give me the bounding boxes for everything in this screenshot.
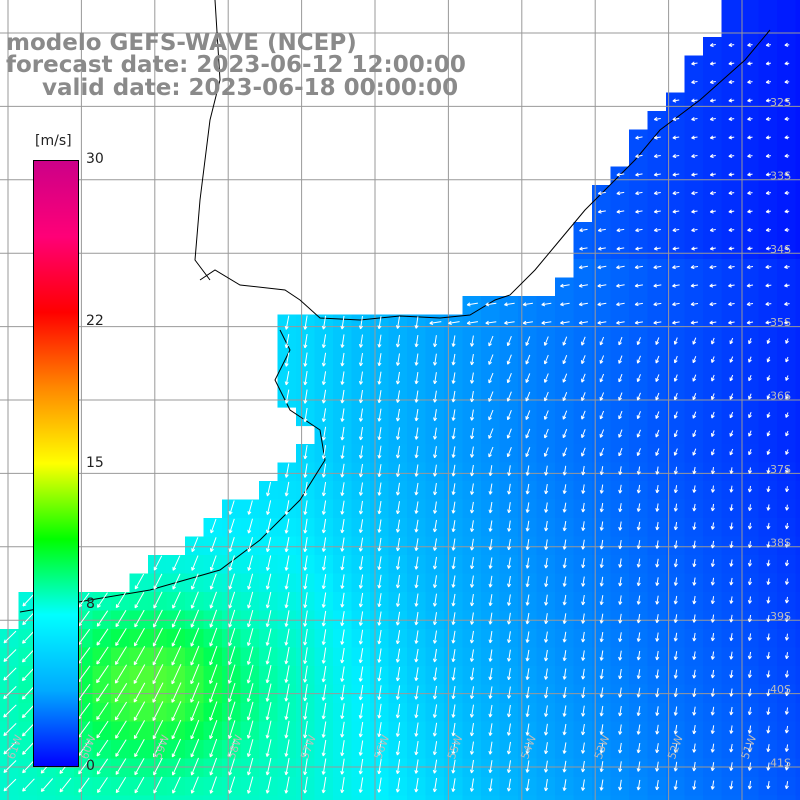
colorbar-tick-label: 22 xyxy=(86,312,104,329)
colorbar xyxy=(33,160,79,767)
colorbar-tick-label: 30 xyxy=(86,151,104,167)
lat-label: 41S xyxy=(770,757,791,770)
lat-label: 40S xyxy=(770,683,791,696)
lat-label: 32S xyxy=(770,96,791,109)
lat-label: 38S xyxy=(770,536,791,549)
lat-label: 36S xyxy=(770,390,791,403)
lat-label: 34S xyxy=(770,243,791,256)
wind-arrows xyxy=(3,42,790,794)
lat-label: 35S xyxy=(770,316,791,329)
lat-label: 39S xyxy=(770,610,791,623)
colorbar-unit: [m/s] xyxy=(35,133,72,149)
colorbar-tick-label: 0 xyxy=(86,758,95,774)
model-title: modelo GEFS-WAVE (NCEP) xyxy=(6,30,357,56)
valid-date: valid date: 2023-06-18 00:00:00 xyxy=(42,75,459,101)
colorbar-tick-label: 15 xyxy=(86,454,104,471)
forecast-date: forecast date: 2023-06-12 12:00:00 xyxy=(6,52,466,78)
lat-label: 33S xyxy=(770,169,791,182)
lat-label: 37S xyxy=(770,463,791,476)
coastline xyxy=(19,0,771,613)
colorbar-tick-label: 8 xyxy=(86,596,95,613)
